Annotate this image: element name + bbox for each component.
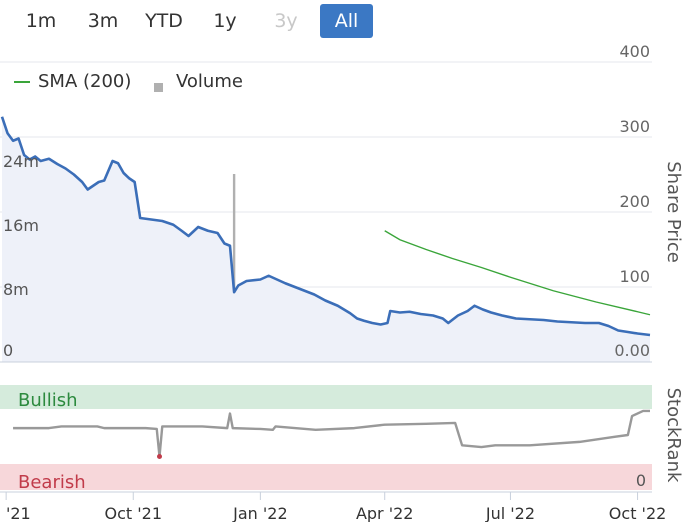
price-area-fill xyxy=(2,116,650,362)
range-button-ytd[interactable]: YTD xyxy=(145,10,183,32)
price-tick-label: 400 xyxy=(619,42,650,61)
range-button-3m[interactable]: 3m xyxy=(87,10,119,32)
range-button-all[interactable]: All xyxy=(320,4,373,38)
volume-bar xyxy=(232,174,236,362)
bullish-band xyxy=(0,385,652,409)
price-axis-title: Share Price xyxy=(663,161,684,263)
bearish-label: Bearish xyxy=(18,472,86,493)
volume-tick-label: 0 xyxy=(3,341,13,360)
price-axis-ticks: 400 300 200 100 0.00 xyxy=(614,42,650,360)
legend-sma-swatch xyxy=(14,81,30,83)
rank-axis-zero: 0 xyxy=(636,471,646,490)
stockrank-bearish-marker xyxy=(157,454,163,459)
price-tick-label: 100 xyxy=(619,267,650,286)
x-tick-label: Jul '22 xyxy=(485,504,535,522)
bearish-band xyxy=(0,464,652,490)
range-button-1m[interactable]: 1m xyxy=(25,10,57,32)
price-tick-label: 200 xyxy=(619,192,650,211)
stockrank-line[interactable] xyxy=(13,409,650,458)
volume-axis-ticks: 24m 16m 8m 0 xyxy=(3,152,39,360)
legend-volume-label: Volume xyxy=(176,71,243,92)
stockrank-axis-title: StockRank xyxy=(663,388,684,483)
range-button-3y: 3y xyxy=(274,10,298,32)
price-tick-label: 300 xyxy=(619,117,650,136)
x-tick-label: Apr '22 xyxy=(356,504,414,522)
volume-tick-label: 16m xyxy=(3,216,39,235)
sma-line[interactable] xyxy=(384,230,651,316)
legend-volume-swatch xyxy=(154,83,163,92)
volume-tick-label: 8m xyxy=(3,280,29,299)
x-tick-label: Jul '21 xyxy=(0,504,31,522)
legend-sma-label: SMA (200) xyxy=(38,71,132,92)
x-tick-label: Jan '22 xyxy=(232,504,288,522)
range-button-1y[interactable]: 1y xyxy=(213,10,237,32)
price-line[interactable] xyxy=(0,116,651,337)
volume-tick-label: 24m xyxy=(3,152,39,171)
x-axis-ticks: Jul '21 Oct '21 Jan '22 Apr '22 Jul '22 Oct '… xyxy=(0,492,666,522)
bullish-label: Bullish xyxy=(18,390,78,411)
x-tick-label: Oct '21 xyxy=(105,504,163,522)
price-tick-label: 0.00 xyxy=(614,341,650,360)
x-tick-label: Oct '22 xyxy=(609,504,667,522)
